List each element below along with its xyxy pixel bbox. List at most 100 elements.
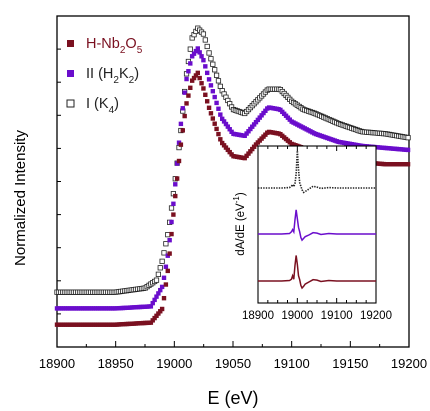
data-point	[263, 108, 268, 113]
legend-label-text: II (H	[86, 66, 113, 82]
legend-label-subscript: 2	[120, 45, 126, 56]
data-point	[200, 31, 207, 37]
data-point	[182, 113, 187, 119]
data-point	[227, 127, 232, 132]
legend-label-text: )	[114, 96, 119, 112]
data-point	[195, 70, 200, 76]
data-point	[163, 264, 169, 269]
data-point	[161, 295, 167, 301]
inset-y-axis-label-main: dA/dE (eV	[235, 203, 247, 256]
legend-marker	[67, 70, 74, 77]
data-point	[173, 193, 178, 199]
main-plot-series	[54, 25, 411, 327]
data-point	[189, 78, 195, 83]
data-point	[225, 147, 231, 153]
data-point	[161, 250, 167, 256]
data-point	[188, 61, 193, 66]
data-point	[163, 241, 169, 247]
legend-label: II (H2K2)	[86, 66, 139, 86]
data-point	[246, 129, 251, 134]
data-point	[188, 85, 193, 91]
data-point	[169, 219, 174, 225]
data-point	[221, 143, 227, 148]
main-y-axis-label: Normalized Intensity	[12, 130, 29, 266]
data-point	[161, 275, 167, 280]
data-point	[199, 54, 204, 59]
main-x-tick-label: 18900	[39, 356, 75, 371]
data-point	[156, 311, 161, 316]
data-point	[253, 119, 259, 125]
data-point	[250, 124, 255, 129]
data-point	[193, 73, 199, 78]
main-x-tick-label: 19200	[391, 356, 427, 371]
legend-label-text: )	[134, 66, 139, 82]
inset-derivative-line	[258, 150, 376, 194]
data-point	[223, 121, 229, 127]
data-point	[251, 144, 257, 149]
data-point	[203, 64, 208, 69]
inset-x-axis: 18900 19000 19100 19200	[242, 146, 392, 322]
data-point	[250, 146, 255, 152]
data-point	[215, 78, 222, 84]
legend-entry: H-Nb2O5	[67, 36, 143, 56]
data-point	[178, 142, 184, 147]
data-point	[187, 46, 193, 52]
data-point	[255, 117, 261, 123]
data-point	[225, 124, 231, 129]
data-point	[165, 268, 170, 274]
data-point	[248, 126, 253, 132]
data-point	[199, 81, 204, 86]
data-point	[168, 205, 175, 211]
data-point	[195, 46, 200, 51]
main-x-tick-label: 19050	[215, 356, 251, 371]
legend-label-text: O	[125, 36, 136, 52]
data-point	[178, 121, 184, 127]
legend-label: I (K4)	[86, 96, 119, 116]
data-point	[154, 313, 159, 319]
inset-plot-series	[258, 150, 376, 290]
data-point	[208, 56, 214, 62]
data-point	[213, 72, 220, 78]
data-point	[153, 277, 160, 283]
data-point	[214, 126, 219, 132]
data-point	[405, 135, 411, 141]
data-point	[201, 57, 206, 63]
data-point	[180, 128, 185, 133]
data-point	[197, 75, 202, 81]
data-point	[217, 83, 223, 89]
data-point	[182, 90, 187, 95]
data-point	[148, 304, 154, 309]
legend: H-Nb2O5 II (H2K2) I (K4)	[66, 36, 143, 116]
data-point	[193, 48, 199, 54]
data-point	[165, 232, 171, 238]
data-point	[154, 294, 159, 299]
data-point	[176, 158, 182, 164]
data-point	[184, 101, 189, 106]
data-point	[210, 89, 216, 94]
data-point	[204, 99, 210, 104]
data-point	[257, 115, 262, 120]
data-point	[150, 318, 155, 323]
data-point	[202, 37, 208, 43]
data-point	[405, 147, 411, 153]
legend-marker	[66, 99, 75, 108]
legend-label-text: K	[119, 66, 129, 82]
data-point	[186, 69, 191, 74]
main-x-axis-label: E (eV)	[207, 388, 258, 408]
legend-entry: II (H2K2)	[67, 66, 139, 86]
data-point	[173, 182, 178, 187]
data-point	[191, 75, 197, 81]
legend-label: H-Nb2O5	[86, 36, 143, 56]
data-point	[204, 70, 210, 76]
data-point	[157, 265, 163, 271]
data-point	[251, 122, 257, 127]
data-point	[212, 94, 217, 100]
data-point	[152, 315, 157, 321]
data-point	[150, 300, 155, 306]
data-point	[174, 161, 180, 166]
data-point	[152, 297, 157, 303]
data-point	[206, 77, 212, 82]
data-point	[242, 155, 247, 161]
inset-x-tick-label: 19000	[281, 310, 313, 322]
data-point	[261, 110, 266, 116]
